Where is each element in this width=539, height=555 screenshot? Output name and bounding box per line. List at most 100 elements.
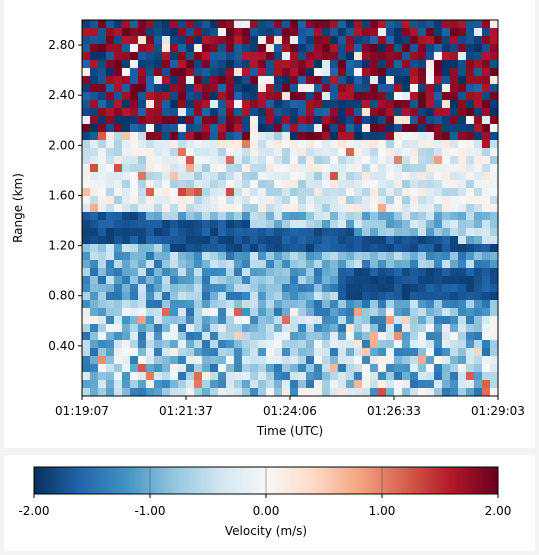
heatmap-cell (266, 100, 274, 108)
heatmap-cell (458, 100, 466, 108)
heatmap-cell (378, 196, 386, 204)
heatmap-cell (410, 140, 418, 148)
heatmap-cell (330, 220, 338, 228)
heatmap-cell (386, 52, 394, 60)
heatmap-cell (394, 28, 402, 36)
heatmap-cell (346, 172, 354, 180)
heatmap-cell (290, 68, 298, 76)
heatmap-cell (90, 348, 98, 356)
heatmap-cell (114, 156, 122, 164)
heatmap-cell (138, 92, 146, 100)
heatmap-cell (274, 260, 282, 268)
heatmap-cell (154, 380, 162, 388)
heatmap-cell (122, 116, 130, 124)
heatmap-cell (378, 132, 386, 140)
heatmap-cell (210, 172, 218, 180)
heatmap-cell (162, 156, 170, 164)
heatmap-cell (474, 324, 482, 332)
heatmap-cell (194, 132, 202, 140)
heatmap-cell (474, 156, 482, 164)
heatmap-cell (322, 84, 330, 92)
heatmap-cell (330, 308, 338, 316)
heatmap-cell (378, 68, 386, 76)
heatmap-cell (114, 36, 122, 44)
heatmap-cell (178, 260, 186, 268)
heatmap-cell (234, 236, 242, 244)
heatmap-cell (386, 108, 394, 116)
heatmap-cell (458, 300, 466, 308)
heatmap-cell (234, 372, 242, 380)
heatmap-cell (306, 220, 314, 228)
heatmap-cell (450, 132, 458, 140)
heatmap-cell (370, 132, 378, 140)
heatmap-cell (306, 268, 314, 276)
heatmap-cell (146, 388, 154, 396)
heatmap-cell (274, 276, 282, 284)
heatmap-cell (306, 172, 314, 180)
heatmap-cell (274, 332, 282, 340)
heatmap-cell (202, 212, 210, 220)
heatmap-cell (362, 332, 370, 340)
heatmap-cell (218, 348, 226, 356)
heatmap-cell (146, 220, 154, 228)
heatmap-cell (362, 244, 370, 252)
heatmap-cell (458, 164, 466, 172)
heatmap-cell (402, 284, 410, 292)
heatmap-cell (106, 228, 114, 236)
x-tick-label: 01:21:37 (159, 404, 213, 418)
heatmap-cell (378, 156, 386, 164)
heatmap-cell (426, 380, 434, 388)
heatmap-cell (274, 220, 282, 228)
heatmap-cell (138, 220, 146, 228)
heatmap-cell (362, 84, 370, 92)
heatmap-cell (90, 68, 98, 76)
heatmap-cell (490, 372, 498, 380)
heatmap-cell (338, 332, 346, 340)
heatmap-cell (290, 276, 298, 284)
heatmap-cell (122, 212, 130, 220)
heatmap-cell (170, 308, 178, 316)
heatmap-cell (418, 60, 426, 68)
heatmap-cell (138, 44, 146, 52)
heatmap-cell (386, 140, 394, 148)
heatmap-cell (386, 388, 394, 396)
heatmap-cell (418, 268, 426, 276)
heatmap-cell (442, 236, 450, 244)
heatmap-cell (482, 284, 490, 292)
heatmap-cell (466, 308, 474, 316)
heatmap-cell (386, 132, 394, 140)
heatmap-cell (202, 260, 210, 268)
heatmap-cell (114, 300, 122, 308)
heatmap-cell (442, 324, 450, 332)
heatmap-cell (90, 340, 98, 348)
heatmap-cell (434, 236, 442, 244)
heatmap-cell (98, 300, 106, 308)
heatmap-cell (282, 140, 290, 148)
heatmap-cell (466, 260, 474, 268)
heatmap-cell (162, 228, 170, 236)
heatmap-cell (90, 244, 98, 252)
heatmap-cell (258, 108, 266, 116)
heatmap-cell (290, 140, 298, 148)
heatmap-cell (178, 332, 186, 340)
heatmap-cell (370, 268, 378, 276)
heatmap-cell (218, 340, 226, 348)
heatmap-cell (482, 164, 490, 172)
heatmap-cell (218, 268, 226, 276)
heatmap-cell (378, 388, 386, 396)
heatmap-cell (98, 52, 106, 60)
heatmap-cell (98, 340, 106, 348)
heatmap-cell (154, 340, 162, 348)
heatmap-cell (266, 108, 274, 116)
heatmap-cell (122, 228, 130, 236)
heatmap-cell (306, 276, 314, 284)
heatmap-cell (250, 44, 258, 52)
heatmap-cell (330, 132, 338, 140)
heatmap-cell (98, 132, 106, 140)
heatmap-cell (258, 276, 266, 284)
heatmap-cell (274, 356, 282, 364)
heatmap-cell (298, 284, 306, 292)
heatmap-cell (490, 148, 498, 156)
heatmap-cell (394, 68, 402, 76)
heatmap-cell (170, 44, 178, 52)
